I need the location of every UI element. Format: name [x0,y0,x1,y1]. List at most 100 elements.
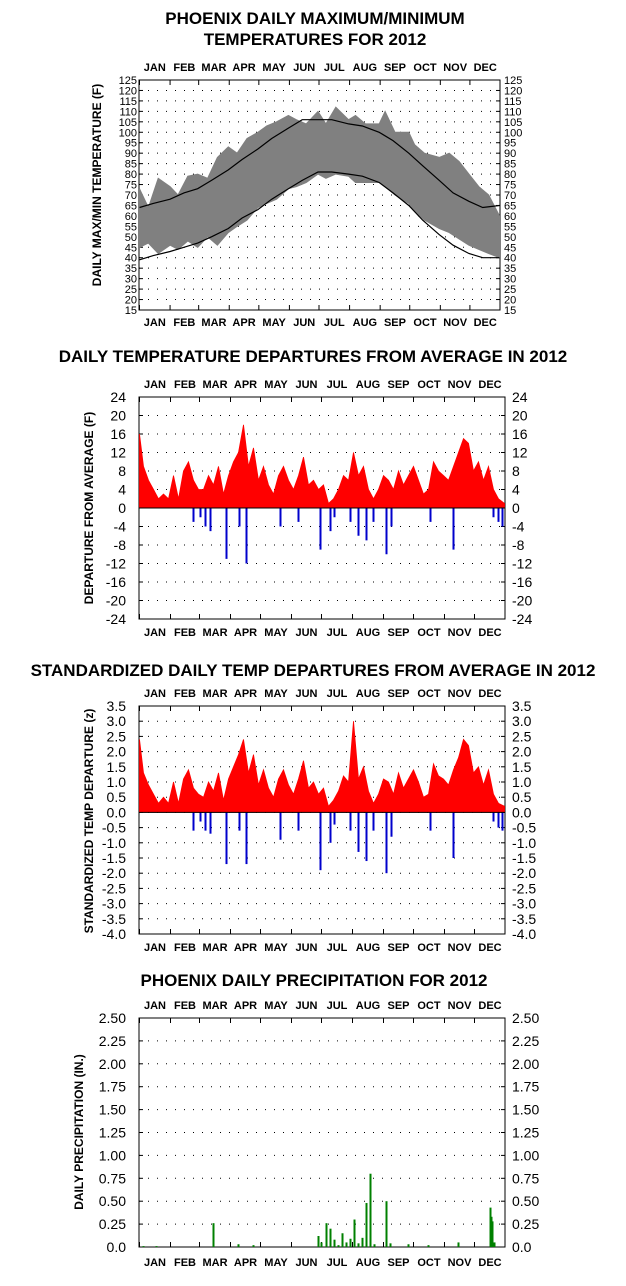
departures-ytick-left-6: 0 [118,500,126,516]
standardized-y-axis-label: STANDARDIZED TEMP DEPARTURE (z) [82,709,96,934]
maxmin-month-label-bottom-7: AUG [353,317,377,329]
standardized-ytick-right-9: 0.5 [512,789,532,805]
departures-negative-bar-5 [238,508,241,527]
precip-precip-bar-16 [361,1237,364,1247]
maxmin-ytick-right-13: 80 [504,169,516,181]
departures-negative-bar-10 [329,508,332,532]
precip-month-label-bottom-6: JUL [327,1257,348,1269]
departures-month-label-bottom-10: NOV [448,627,473,639]
standardized-month-label-top-0: JAN [144,688,166,700]
maxmin-month-label-bottom-9: OCT [413,317,437,329]
standardized-month-label-top-9: OCT [417,688,441,700]
standardized-ytick-right-7: -0.5 [512,820,536,836]
standardized-month-label-top-4: MAY [264,688,288,700]
standardized-month-label-top-8: SEP [387,688,409,700]
precip-ytick-right-0: 0.0 [512,1239,532,1255]
maxmin-month-label-bottom-6: JUL [324,317,345,329]
precip-ytick-right-1: 0.25 [512,1216,539,1232]
maxmin-ytick-left-20: 115 [119,96,137,108]
maxmin-ytick-left-9: 60 [125,211,137,223]
maxmin-ytick-right-15: 90 [504,148,516,160]
precip-precip-bar-21 [389,1243,392,1247]
departures-ytick-right-10: 16 [512,426,528,442]
departures-month-label-bottom-5: JUN [295,627,317,639]
maxmin-ytick-left-1: 20 [125,295,137,307]
standardized-ytick-left-13: 2.5 [107,728,127,744]
precip-month-label-top-5: JUN [295,1000,317,1012]
precip-precip-bar-17 [365,1203,368,1247]
maxmin-month-label-bottom-3: APR [232,317,255,329]
standardized-month-label-bottom-7: AUG [356,942,380,954]
precip-precip-bar-20 [385,1201,388,1247]
precip-ytick-left-5: 1.25 [99,1125,126,1141]
departures-month-label-top-1: FEB [174,379,196,391]
maxmin-month-label-top-6: JUL [324,62,345,74]
departures-month-label-bottom-1: FEB [174,627,196,639]
departures-month-label-top-7: AUG [356,379,380,391]
standardized-negative-bar-12 [349,812,352,831]
maxmin-ytick-right-7: 50 [504,232,516,244]
departures-y-axis-label: DEPARTURE FROM AVERAGE (F) [82,412,96,604]
standardized-title: STANDARDIZED DAILY TEMP DEPARTURES FROM … [31,661,596,680]
departures-month-label-top-11: DEC [478,379,501,391]
standardized-negative-bar-0 [192,812,195,831]
departures-title: DAILY TEMPERATURE DEPARTURES FROM AVERAG… [59,347,568,366]
precip-month-label-top-0: JAN [144,1000,166,1012]
precip-y-axis-label: DAILY PRECIPITATION (IN.) [72,1054,86,1210]
departures-ytick-left-7: 4 [118,482,126,498]
maxmin-ytick-left-22: 125 [119,75,137,87]
departures-ytick-left-12: 24 [110,389,126,405]
departures-month-label-top-2: MAR [202,379,227,391]
departures-negative-bar-12 [349,508,352,522]
precip-month-label-top-11: DEC [478,1000,501,1012]
departures-negative-bar-16 [385,508,388,555]
departures-month-label-bottom-2: MAR [202,627,227,639]
maxmin-month-label-top-9: OCT [413,62,437,74]
standardized-ytick-right-14: 3.0 [512,713,532,729]
maxmin-month-label-top-0: JAN [144,62,166,74]
precip-precip-bar-10 [337,1245,340,1247]
standardized-ytick-right-6: -1.0 [512,835,536,851]
maxmin-ytick-left-14: 85 [125,159,137,171]
departures-ytick-right-3: -12 [512,556,532,572]
precip-month-label-top-8: SEP [387,1000,409,1012]
departures-negative-bar-11 [333,508,336,518]
precip-ytick-right-4: 1.00 [512,1147,539,1163]
maxmin-month-label-bottom-11: DEC [474,317,497,329]
standardized-month-label-top-6: JUL [327,688,348,700]
standardized-negative-bar-13 [357,812,360,852]
precip-precip-bar-18 [369,1173,372,1247]
departures-ytick-right-9: 12 [512,445,528,461]
departures-ytick-right-2: -16 [512,574,532,590]
precip-ytick-left-3: 0.75 [99,1170,126,1186]
maxmin-normal-low-line [139,171,500,261]
standardized-month-label-top-10: NOV [448,688,473,700]
standardized-month-label-top-7: AUG [356,688,380,700]
maxmin-ytick-left-18: 105 [119,117,137,129]
departures-negative-bar-0 [192,508,195,522]
precip-precip-bar-2 [212,1223,215,1247]
precip-month-label-bottom-11: DEC [478,1257,501,1269]
maxmin-month-label-top-10: NOV [443,62,468,74]
precip-month-label-bottom-3: APR [234,1257,257,1269]
maxmin-ytick-left-7: 50 [125,232,137,244]
maxmin-ytick-left-5: 40 [125,253,137,265]
precip-precip-bar-5 [317,1236,320,1247]
departures-ytick-right-5: -4 [512,519,525,535]
departures-month-label-bottom-6: JUL [327,627,348,639]
precip-precip-bar-22 [407,1244,410,1247]
maxmin-month-label-bottom-2: MAR [201,317,226,329]
maxmin-ytick-right-21: 120 [504,85,522,97]
precip-month-label-top-6: JUL [327,1000,348,1012]
standardized-negative-bar-8 [297,812,300,831]
standardized-month-label-bottom-10: NOV [448,942,473,954]
maxmin-ytick-right-5: 40 [504,253,516,265]
maxmin-ytick-left-4: 35 [125,263,137,275]
departures-ytick-left-10: 16 [110,426,126,442]
maxmin-ytick-right-0: 15 [504,305,516,317]
precip-month-label-top-3: APR [234,1000,257,1012]
maxmin-ytick-right-18: 105 [504,117,522,129]
departures-negative-bar-2 [204,508,207,527]
precip-precip-bar-9 [333,1239,336,1247]
